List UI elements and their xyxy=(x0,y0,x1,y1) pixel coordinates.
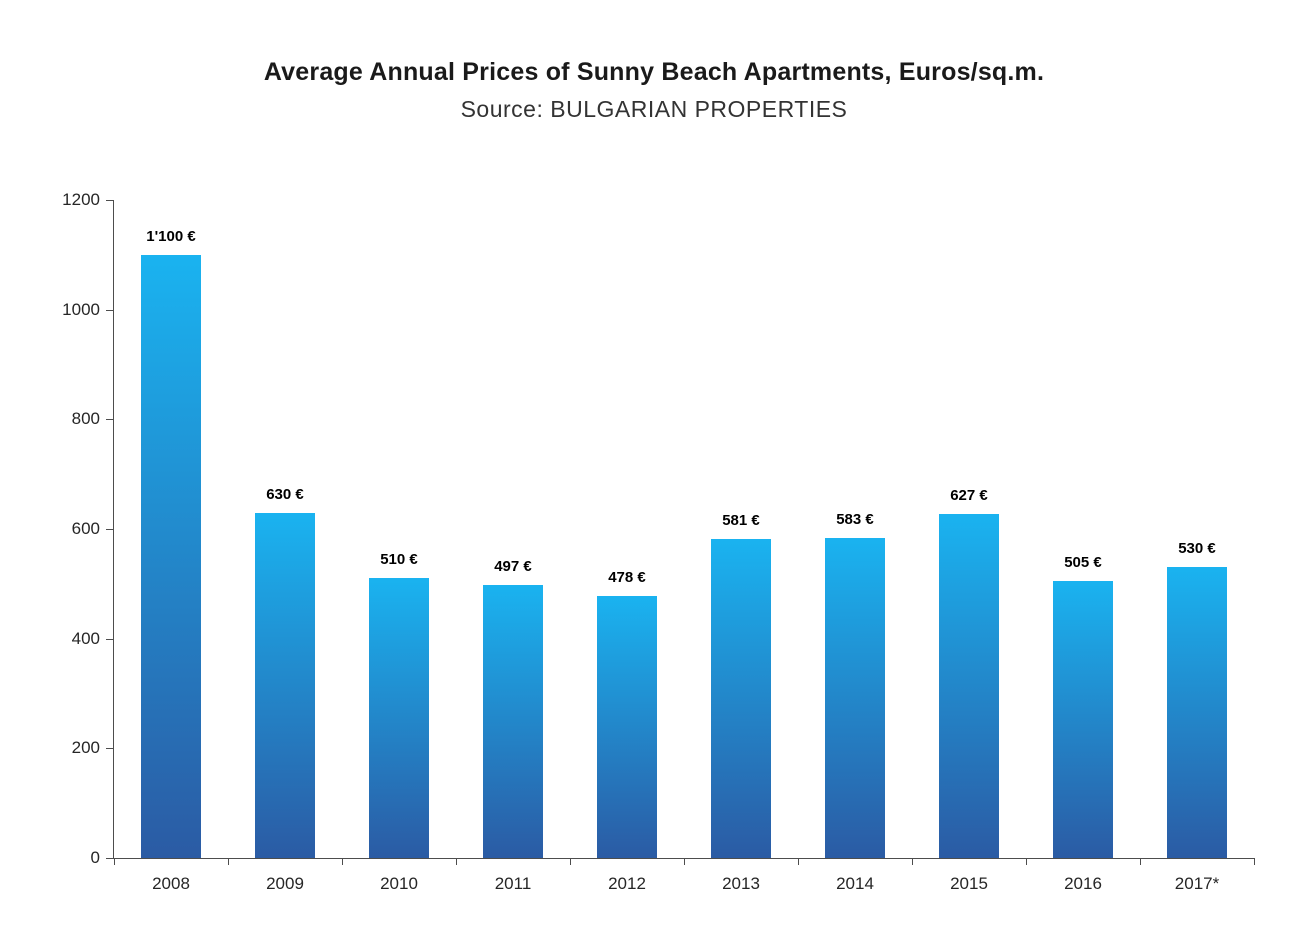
y-axis-tick-label: 400 xyxy=(71,628,100,648)
bar-value-label: 478 € xyxy=(608,568,646,586)
chart-title: Average Annual Prices of Sunny Beach Apa… xyxy=(263,58,1045,86)
bar-value-label: 510 € xyxy=(380,551,418,569)
x-axis-category-label: 2017* xyxy=(1174,874,1220,893)
bar xyxy=(369,578,429,858)
y-axis-tick-label: 1200 xyxy=(62,190,100,209)
y-axis-tick xyxy=(106,638,114,640)
plot-area: 0 200 400 600 800 1000 1200 1'100 € 2008 630 € 200… xyxy=(62,190,1255,893)
bar xyxy=(711,539,771,858)
x-axis-tick xyxy=(912,858,913,865)
y-axis-tick xyxy=(106,858,114,859)
x-axis-category-label: 2015 xyxy=(950,874,988,893)
y-axis-tick-label: 800 xyxy=(71,409,100,429)
x-axis-category-label: 2008 xyxy=(152,874,190,893)
x-axis-tick xyxy=(228,858,229,865)
y-axis-tick xyxy=(106,309,114,311)
x-axis-tick xyxy=(342,858,343,865)
chart-subtitle: Source: BULGARIAN PROPERTIES xyxy=(460,96,848,122)
x-axis-category-label: 2010 xyxy=(380,874,418,893)
bar xyxy=(1053,581,1113,858)
x-axis-tick xyxy=(570,858,571,865)
y-axis-tick xyxy=(106,200,114,201)
bar xyxy=(255,512,315,858)
bar-value-label: 530 € xyxy=(1178,540,1216,558)
y-axis-tick-label: 200 xyxy=(71,738,100,758)
x-axis-category-label: 2013 xyxy=(722,874,760,893)
bar xyxy=(141,254,201,858)
x-axis-tick xyxy=(114,858,115,865)
y-axis-tick-label: 600 xyxy=(71,519,100,538)
bar-value-label: 583 € xyxy=(836,511,874,529)
x-axis-category-label: 2016 xyxy=(1064,874,1102,893)
bar xyxy=(483,585,543,858)
bar-value-label: 497 € xyxy=(494,558,532,576)
bar-value-label: 581 € xyxy=(722,512,760,530)
bar-value-label: 627 € xyxy=(950,487,988,505)
bar-value-label: 1'100 € xyxy=(146,227,196,245)
bar-value-label: 505 € xyxy=(1064,554,1102,572)
x-axis-tick xyxy=(1140,858,1141,865)
x-axis-category-label: 2012 xyxy=(608,874,646,893)
y-axis-tick xyxy=(106,748,114,750)
x-axis-tick xyxy=(456,858,457,865)
x-axis-tick xyxy=(684,858,685,865)
x-axis-category-label: 2014 xyxy=(836,874,874,893)
y-axis-tick-label: 0 xyxy=(90,848,100,867)
x-axis-category-label: 2011 xyxy=(494,874,532,893)
bar xyxy=(825,538,885,858)
x-axis-tick xyxy=(1254,858,1255,865)
x-axis-tick xyxy=(1026,858,1027,865)
x-axis-tick xyxy=(798,858,799,865)
bar xyxy=(939,514,999,858)
x-axis-category-label: 2009 xyxy=(266,874,304,893)
y-axis-tick xyxy=(106,529,114,530)
y-axis-tick xyxy=(106,419,114,421)
y-axis-tick-label: 1000 xyxy=(62,299,100,319)
bar xyxy=(1167,567,1227,858)
bar-value-label: 630 € xyxy=(266,485,304,503)
bar xyxy=(597,595,657,858)
